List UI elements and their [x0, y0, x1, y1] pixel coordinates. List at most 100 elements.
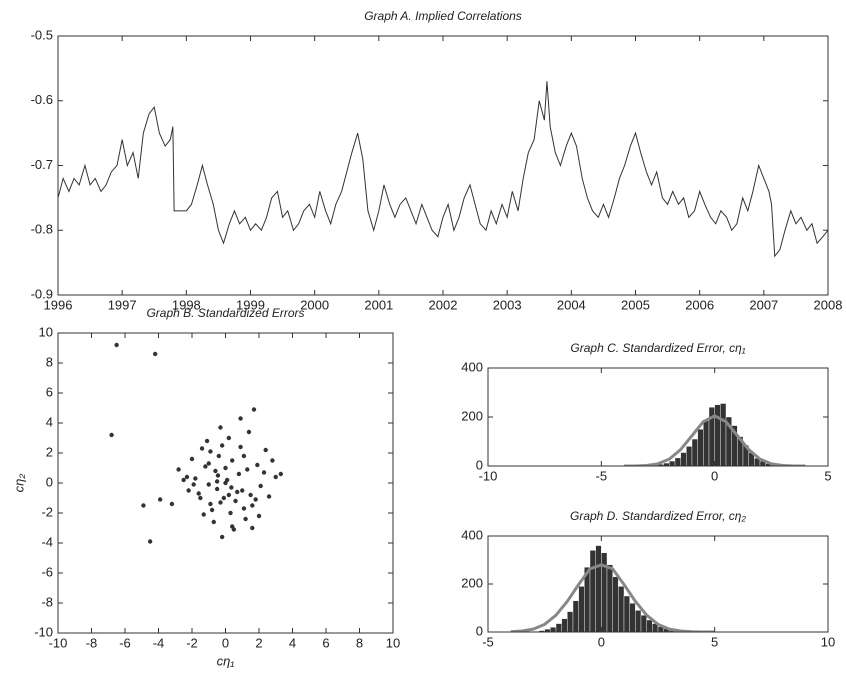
y-tick-label: 200 [461, 408, 483, 423]
scatter-point [220, 535, 224, 539]
scatter-point [215, 479, 219, 483]
y-tick-label: 400 [461, 527, 483, 542]
x-tick-label: 2006 [685, 297, 714, 312]
x-tick-label: 2002 [429, 297, 458, 312]
hist-bar [669, 461, 675, 466]
y-tick-label: 0 [476, 623, 483, 638]
scatter-point [237, 472, 241, 476]
x-tick-label: 10 [821, 634, 835, 649]
scatter-point [227, 436, 231, 440]
scatter-point [248, 493, 252, 497]
x-tick-label: 2004 [557, 297, 586, 312]
scatter-point [216, 473, 220, 477]
y-tick-label: 0 [476, 457, 483, 472]
scatter-point [208, 502, 212, 506]
hist-bar [703, 421, 709, 466]
scatter-point [212, 520, 216, 524]
scatter-point [255, 463, 259, 467]
scatter-point [238, 445, 242, 449]
scatter-point [262, 470, 266, 474]
scatter-point [170, 502, 174, 506]
scatter-point [153, 352, 157, 356]
hist-bar [556, 624, 562, 632]
y-tick-label: 6 [46, 384, 53, 399]
hist-bar [692, 439, 698, 466]
y-tick-label: -0.6 [31, 92, 53, 107]
scatter-point [243, 517, 247, 521]
y-tick-label: -8 [41, 594, 53, 609]
plot-area [511, 546, 715, 632]
hist-bar [624, 596, 630, 632]
hist-bar [647, 620, 653, 632]
hist-bar [596, 546, 602, 632]
chart-title: Graph B. Standardized Errors [146, 306, 304, 320]
scatter-point [205, 439, 209, 443]
scatter-point [227, 493, 231, 497]
x-tick-label: 0 [222, 635, 229, 650]
scatter-point [242, 506, 246, 510]
x-tick-label: -2 [186, 635, 198, 650]
scatter-point [264, 448, 268, 452]
scatter-point [217, 454, 221, 458]
scatter-point [229, 485, 233, 489]
scatter-point [258, 484, 262, 488]
axes-box [488, 536, 828, 632]
panel: Graph B. Standardized Errors -10 -8 -6 -4 -2 0… [11, 306, 400, 668]
scatter-point [215, 487, 219, 491]
scatter-point [203, 464, 207, 468]
plot-area [624, 404, 805, 466]
y-tick-label: 8 [46, 354, 53, 369]
scatter-point [257, 514, 261, 518]
x-tick-label: 4 [289, 635, 296, 650]
scatter-point [223, 466, 227, 470]
x-tick-label: -6 [119, 635, 131, 650]
scatter-point [207, 461, 211, 465]
scatter-point [190, 457, 194, 461]
scatter-point [213, 469, 217, 473]
hist-bar [720, 404, 726, 466]
y-tick-label: -4 [41, 534, 53, 549]
scatter-point [141, 503, 145, 507]
y-tick-label: 200 [461, 575, 483, 590]
scatter-point [222, 496, 226, 500]
hist-bar [579, 586, 585, 632]
scatter-point [181, 478, 185, 482]
y-tick-label: -0.7 [31, 157, 53, 172]
scatter-point [191, 482, 195, 486]
x-tick-label: -5 [482, 634, 494, 649]
chart-title: Graph A. Implied Correlations [364, 9, 522, 23]
x-tick-label: 2008 [814, 297, 843, 312]
scatter-point [253, 497, 257, 501]
hist-bar [686, 446, 692, 466]
x-tick-label: 2007 [749, 297, 778, 312]
scatter-point [186, 488, 190, 492]
scatter-point [202, 512, 206, 516]
x-tick-label: 2001 [364, 297, 393, 312]
y-tick-label: -0.8 [31, 222, 53, 237]
y-tick-label: -0.5 [31, 27, 53, 42]
y-tick-label: 4 [46, 414, 53, 429]
hist-bar [573, 601, 579, 632]
hist-bar [635, 610, 641, 632]
scatter-point [270, 458, 274, 462]
x-tick-label: 8 [356, 635, 363, 650]
scatter-point [235, 490, 239, 494]
scatter-point [242, 454, 246, 458]
x-tick-label: 0 [711, 468, 718, 483]
x-tick-label: 0 [598, 634, 605, 649]
series-line [58, 81, 828, 256]
scatter-point [245, 467, 249, 471]
scatter-point [279, 472, 283, 476]
x-tick-label: 2003 [493, 297, 522, 312]
y-tick-label: 10 [39, 324, 53, 339]
y-tick-label: -6 [41, 564, 53, 579]
scatter-point [176, 467, 180, 471]
scatter-point [267, 494, 271, 498]
hist-bar [567, 612, 573, 632]
scatter-point [223, 481, 227, 485]
x-tick-label: 5 [824, 468, 831, 483]
scatter-point [274, 475, 278, 479]
hist-bar [715, 405, 721, 466]
y-tick-label: -10 [34, 624, 53, 639]
